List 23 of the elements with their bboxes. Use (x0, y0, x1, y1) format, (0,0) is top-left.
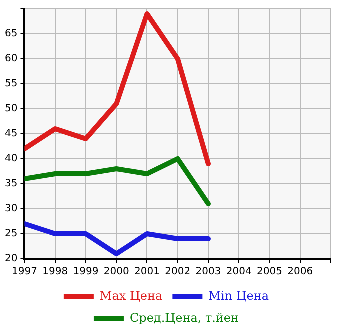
x-tick-label: 2004 (226, 266, 252, 278)
y-tick-label: 20 (4, 254, 18, 265)
legend-label: Min Цена (208, 289, 270, 304)
x-tick-label: 2000 (104, 266, 130, 278)
y-tick-label: 40 (4, 154, 18, 165)
x-tick-label: 1998 (42, 266, 68, 278)
y-tick-label: 45 (4, 128, 18, 140)
y-tick-label: 35 (4, 178, 18, 190)
y-tick-label: 60 (4, 54, 18, 65)
x-tick-label: 2006 (288, 266, 314, 278)
x-tick-label: 2002 (165, 266, 191, 278)
x-tick-label: 2001 (134, 266, 160, 278)
y-tick-label: 65 (4, 28, 18, 40)
y-tick-label: 25 (4, 228, 18, 240)
y-tick-label: 55 (4, 78, 18, 90)
y-tick-label: 50 (4, 104, 18, 115)
x-tick-label: 2005 (257, 266, 282, 278)
y-tick-label: 30 (4, 204, 18, 215)
x-tick-label: 2003 (196, 266, 222, 278)
legend-label: Сред.Цена, т.йен (130, 311, 240, 326)
x-tick-label: 1997 (12, 266, 38, 278)
x-tick-label: 1999 (73, 266, 99, 278)
legend-label: Max Цена (100, 289, 163, 304)
